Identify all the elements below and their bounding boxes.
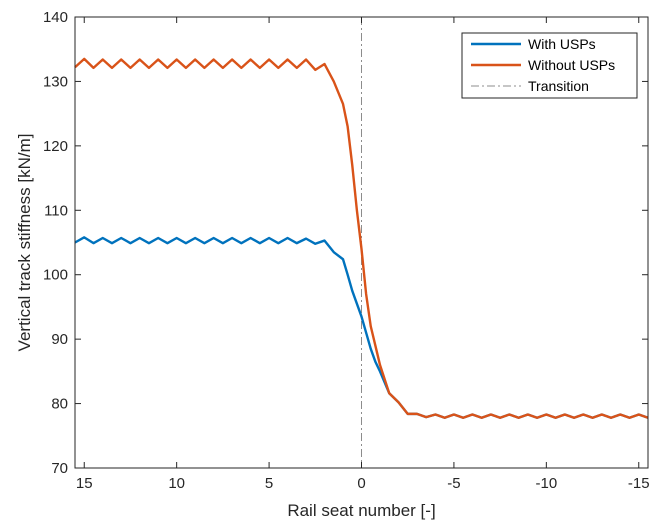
legend-label-with-usps: With USPs [528,36,596,52]
x-tick-label: -5 [447,475,460,492]
x-tick-label: 0 [357,475,365,492]
y-tick-label: 100 [43,267,68,284]
y-tick-label: 130 [43,73,68,90]
x-axis-label: Rail seat number [-] [287,501,435,520]
x-tick-label: 10 [168,475,185,492]
y-tick-label: 70 [51,460,68,477]
legend: With USPs Without USPs Transition [461,32,638,99]
y-tick-label: 80 [51,396,68,413]
y-axis-label: Vertical track stiffness [kN/m] [15,134,34,352]
ticks-layer: 15 10 5 0 -5 -10 -15 70 80 90 100 110 120 130 140 [43,9,650,492]
y-tick-label: 120 [43,138,68,155]
x-tick-label: -15 [628,475,650,492]
x-tick-label: 5 [265,475,273,492]
x-tick-label: -10 [535,475,557,492]
y-tick-label: 90 [51,331,68,348]
series-line-without-usps [74,57,649,419]
x-tick-label: 15 [76,475,93,492]
legend-label-transition: Transition [528,78,589,94]
y-tick-label: 140 [43,9,68,26]
legend-label-without-usps: Without USPs [528,57,615,73]
series-layer [74,57,649,419]
y-tick-label: 110 [44,202,68,219]
